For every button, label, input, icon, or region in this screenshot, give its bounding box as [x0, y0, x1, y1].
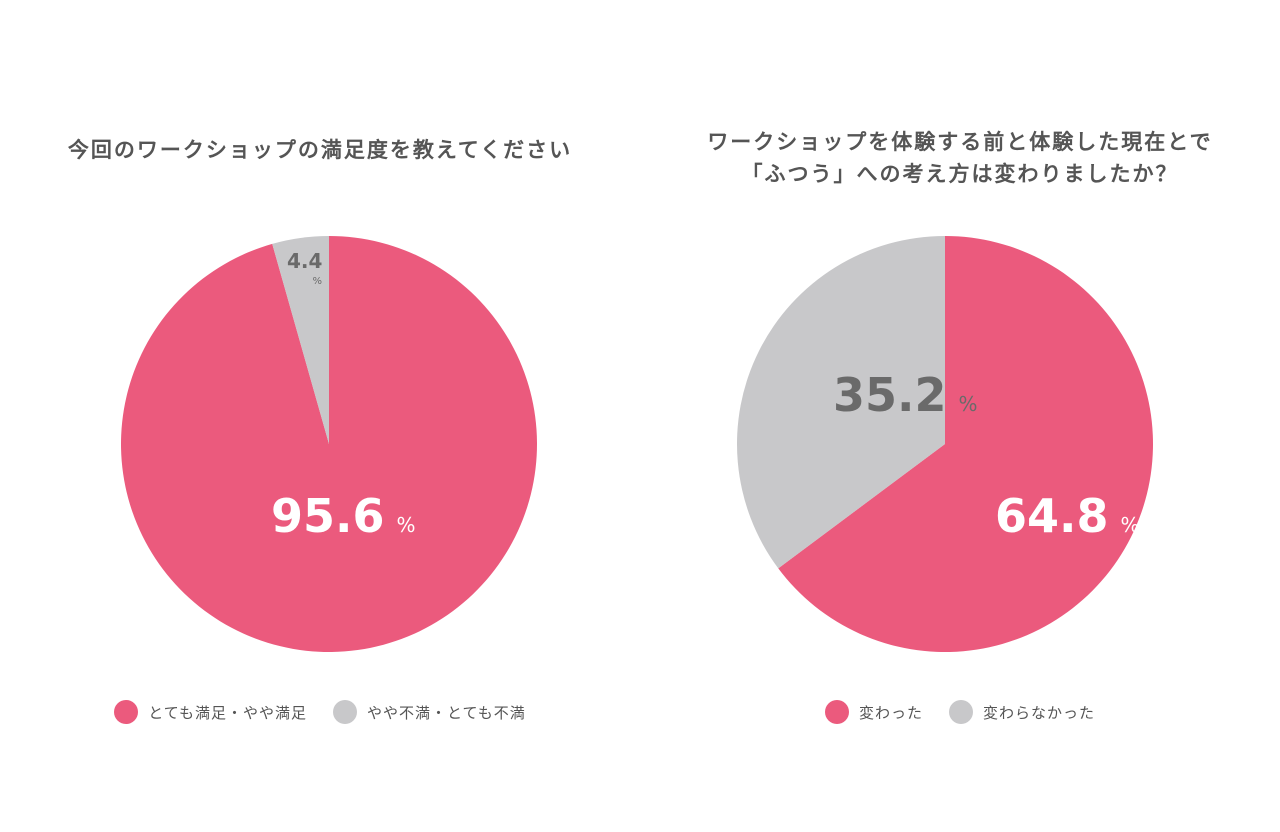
- slice-unit-label: %: [397, 513, 416, 537]
- chart-title-line-1: ワークショップを体験する前と体験した現在とで: [707, 130, 1213, 154]
- legend-swatch-pink: [824, 700, 849, 724]
- legend-swatch-gray: [333, 700, 357, 724]
- slice-value-label: 4.4: [287, 249, 322, 273]
- chart-title: ワークショップを体験する前と体験した現在とで 「ふつう」への考え方は変わりました…: [640, 126, 1280, 190]
- legend-label: 変わった: [858, 703, 923, 722]
- chart-title: 今回のワークショップの満足度を教えてください: [67, 138, 573, 162]
- legend-item-unchanged: 変わらなかった: [949, 700, 1095, 724]
- chart-panel-satisfaction: 今回のワークショップの満足度を教えてください 95.6% 4.4% とても満足・や…: [0, 138, 640, 724]
- legend-label: 変わらなかった: [983, 703, 1096, 722]
- slice-value-label: 64.8: [995, 489, 1109, 543]
- legend-item-dissatisfied: やや不満・とても不満: [333, 700, 526, 724]
- slice-unit-label: %: [1121, 513, 1140, 537]
- slice-unit-label: %: [312, 276, 322, 287]
- pie-slice-secondary: [272, 236, 329, 444]
- slice-value-label: 35.2: [833, 368, 947, 422]
- chart-panel-change: ワークショップを体験する前と体験した現在とで 「ふつう」への考え方は変わりました…: [640, 0, 1280, 832]
- legend: 変わった 変わらなかった: [640, 700, 1280, 724]
- pie-slice-primary: [778, 236, 1153, 652]
- legend-item-changed: 変わった: [824, 700, 923, 724]
- pie-chart-satisfaction: 95.6 % 4.4%: [120, 236, 537, 652]
- legend-label: やや不満・とても不満: [367, 703, 526, 722]
- legend-item-satisfied: とても満足・やや満足: [114, 700, 307, 724]
- pie-slice-primary: [120, 236, 537, 652]
- chart-title-line-2: 「ふつう」への考え方は変わりましたか？: [741, 162, 1179, 186]
- slice-unit-label: %: [959, 392, 978, 416]
- legend: とても満足・やや満足 やや不満・とても不満: [0, 700, 640, 724]
- legend-label: とても満足・やや満足: [148, 703, 307, 722]
- legend-swatch-pink: [114, 700, 139, 724]
- slice-value-label: 95.6: [271, 489, 385, 543]
- pie-chart-change: 64.8 % 35.2%: [737, 236, 1153, 652]
- legend-swatch-gray: [949, 700, 973, 724]
- pie-slice-secondary: [737, 236, 945, 569]
